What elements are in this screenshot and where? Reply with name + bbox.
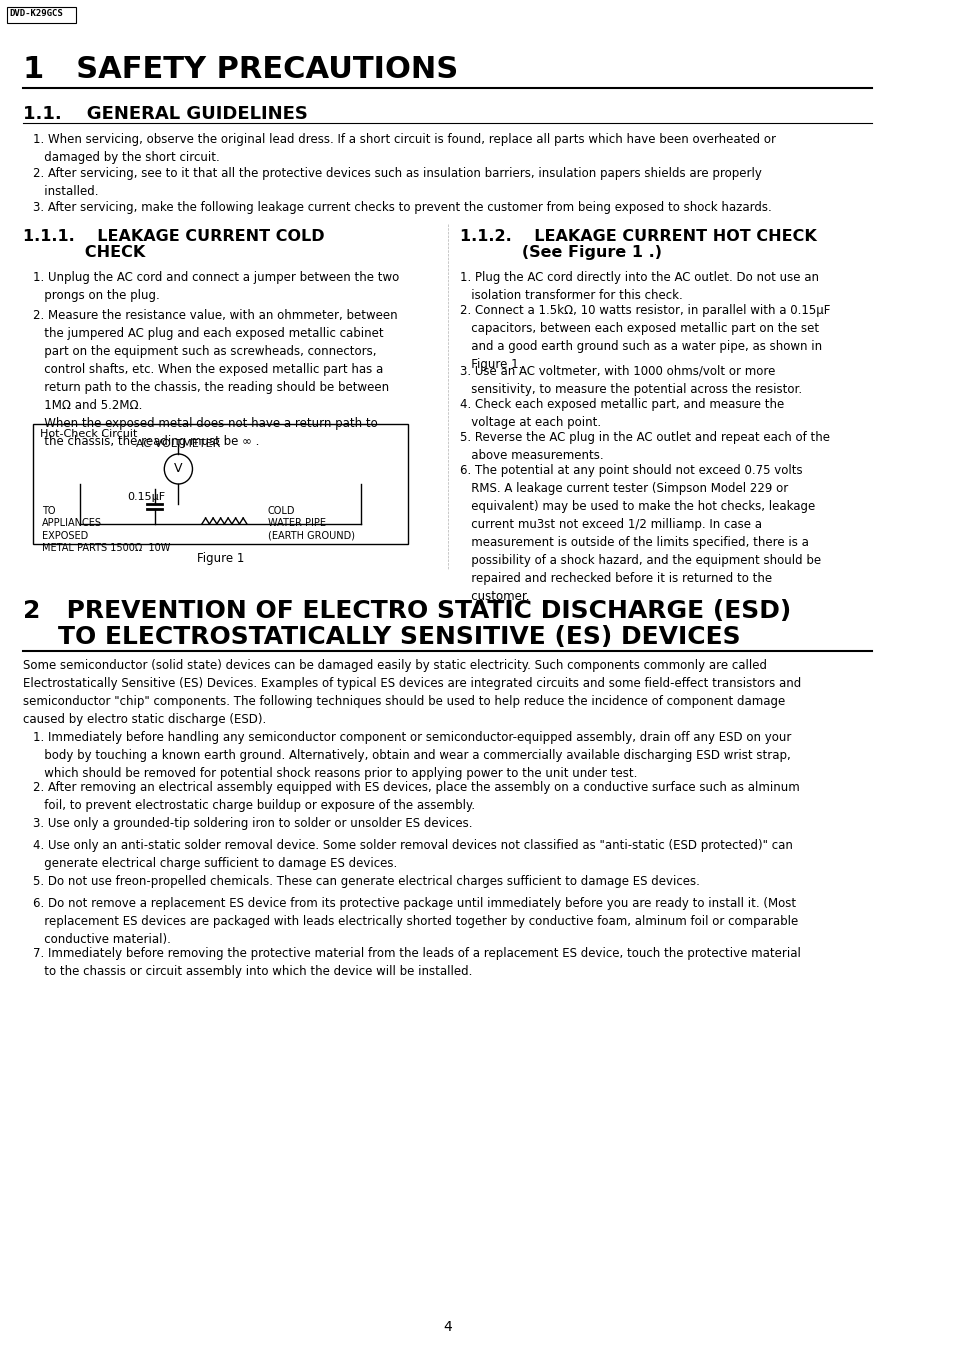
- Text: 2. Measure the resistance value, with an ohmmeter, between
   the jumpered AC pl: 2. Measure the resistance value, with an…: [32, 309, 397, 449]
- Text: 6. The potential at any point should not exceed 0.75 volts
   RMS. A leakage cur: 6. The potential at any point should not…: [459, 463, 821, 603]
- Text: COLD
WATER PIPE
(EARTH GROUND): COLD WATER PIPE (EARTH GROUND): [267, 507, 355, 540]
- Text: 1.1.    GENERAL GUIDELINES: 1.1. GENERAL GUIDELINES: [24, 105, 308, 123]
- Text: 4. Use only an anti-static solder removal device. Some solder removal devices no: 4. Use only an anti-static solder remova…: [32, 839, 792, 870]
- Text: 1. Immediately before handling any semiconductor component or semiconductor-equi: 1. Immediately before handling any semic…: [32, 731, 790, 780]
- Text: 5. Do not use freon-propelled chemicals. These can generate electrical charges s: 5. Do not use freon-propelled chemicals.…: [32, 875, 699, 888]
- FancyBboxPatch shape: [7, 7, 76, 23]
- Text: 2. After removing an electrical assembly equipped with ES devices, place the ass: 2. After removing an electrical assembly…: [32, 781, 799, 812]
- Text: 2   PREVENTION OF ELECTRO STATIC DISCHARGE (ESD): 2 PREVENTION OF ELECTRO STATIC DISCHARGE…: [24, 598, 791, 623]
- Text: DVD-K29GCS: DVD-K29GCS: [10, 8, 63, 18]
- Text: V: V: [174, 462, 182, 476]
- Text: 0.15μF: 0.15μF: [127, 492, 165, 503]
- Text: 6. Do not remove a replacement ES device from its protective package until immed: 6. Do not remove a replacement ES device…: [32, 897, 798, 946]
- Text: Figure 1: Figure 1: [196, 553, 244, 565]
- Text: 3. After servicing, make the following leakage current checks to prevent the cus: 3. After servicing, make the following l…: [32, 201, 771, 213]
- Text: 4: 4: [443, 1320, 452, 1333]
- Text: 1. When servicing, observe the original lead dress. If a short circuit is found,: 1. When servicing, observe the original …: [32, 132, 775, 163]
- Text: 1   SAFETY PRECAUTIONS: 1 SAFETY PRECAUTIONS: [24, 55, 458, 84]
- Text: Some semiconductor (solid state) devices can be damaged easily by static electri: Some semiconductor (solid state) devices…: [24, 659, 801, 725]
- Bar: [32, 424, 408, 544]
- Text: 1.1.2.    LEAKAGE CURRENT HOT CHECK: 1.1.2. LEAKAGE CURRENT HOT CHECK: [459, 230, 816, 245]
- Text: TO
APPLIANCES
EXPOSED
METAL PARTS 1500Ω  10W: TO APPLIANCES EXPOSED METAL PARTS 1500Ω …: [42, 507, 171, 553]
- Text: 1. Plug the AC cord directly into the AC outlet. Do not use an
   isolation tran: 1. Plug the AC cord directly into the AC…: [459, 272, 819, 303]
- Text: 4. Check each exposed metallic part, and measure the
   voltage at each point.: 4. Check each exposed metallic part, and…: [459, 399, 783, 430]
- Text: Hot-Check Circuit: Hot-Check Circuit: [40, 430, 137, 439]
- Text: 7. Immediately before removing the protective material from the leads of a repla: 7. Immediately before removing the prote…: [32, 947, 800, 978]
- Text: 3. Use an AC voltmeter, with 1000 ohms/volt or more
   sensitivity, to measure t: 3. Use an AC voltmeter, with 1000 ohms/v…: [459, 365, 801, 396]
- Text: 2. Connect a 1.5kΩ, 10 watts resistor, in parallel with a 0.15μF
   capacitors, : 2. Connect a 1.5kΩ, 10 watts resistor, i…: [459, 304, 829, 372]
- Text: CHECK: CHECK: [24, 245, 146, 259]
- Text: 2. After servicing, see to it that all the protective devices such as insulation: 2. After servicing, see to it that all t…: [32, 168, 760, 199]
- Text: TO ELECTROSTATICALLY SENSITIVE (ES) DEVICES: TO ELECTROSTATICALLY SENSITIVE (ES) DEVI…: [24, 626, 740, 648]
- Text: 3. Use only a grounded-tip soldering iron to solder or unsolder ES devices.: 3. Use only a grounded-tip soldering iro…: [32, 817, 472, 830]
- Text: (See Figure 1 .): (See Figure 1 .): [459, 245, 661, 259]
- Text: AC VOLTMETER: AC VOLTMETER: [136, 439, 220, 449]
- Text: 1.1.1.    LEAKAGE CURRENT COLD: 1.1.1. LEAKAGE CURRENT COLD: [24, 230, 325, 245]
- Text: 1. Unplug the AC cord and connect a jumper between the two
   prongs on the plug: 1. Unplug the AC cord and connect a jump…: [32, 272, 398, 303]
- Text: 5. Reverse the AC plug in the AC outlet and repeat each of the
   above measurem: 5. Reverse the AC plug in the AC outlet …: [459, 431, 829, 462]
